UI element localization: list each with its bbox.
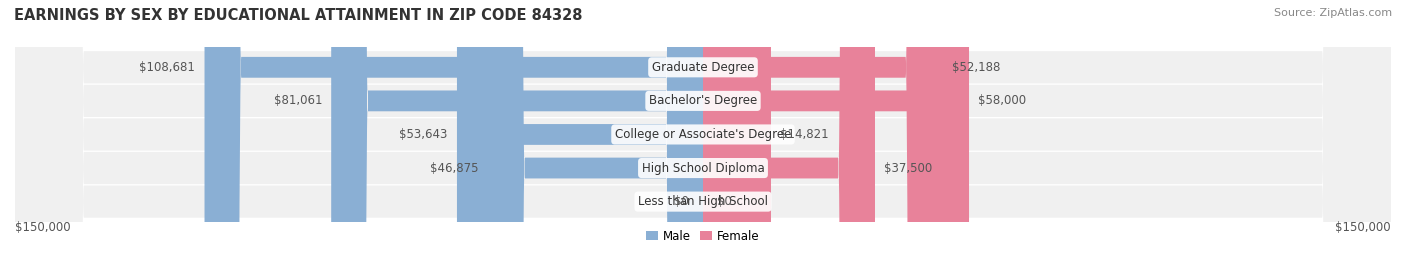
Text: High School Diploma: High School Diploma xyxy=(641,162,765,174)
FancyBboxPatch shape xyxy=(15,0,1391,268)
Text: Less than High School: Less than High School xyxy=(638,195,768,208)
FancyBboxPatch shape xyxy=(15,0,1391,268)
FancyBboxPatch shape xyxy=(703,0,942,268)
Text: $53,643: $53,643 xyxy=(399,128,447,141)
Text: Source: ZipAtlas.com: Source: ZipAtlas.com xyxy=(1274,8,1392,18)
FancyBboxPatch shape xyxy=(457,0,703,268)
FancyBboxPatch shape xyxy=(15,0,1391,268)
Text: $52,188: $52,188 xyxy=(952,61,1000,74)
Text: $81,061: $81,061 xyxy=(274,94,322,107)
Text: $14,821: $14,821 xyxy=(780,128,828,141)
Text: College or Associate's Degree: College or Associate's Degree xyxy=(614,128,792,141)
Text: $150,000: $150,000 xyxy=(15,221,70,234)
Text: Bachelor's Degree: Bachelor's Degree xyxy=(650,94,756,107)
Text: Graduate Degree: Graduate Degree xyxy=(652,61,754,74)
Text: $46,875: $46,875 xyxy=(430,162,479,174)
FancyBboxPatch shape xyxy=(15,0,1391,268)
Text: $58,000: $58,000 xyxy=(979,94,1026,107)
FancyBboxPatch shape xyxy=(332,0,703,268)
Legend: Male, Female: Male, Female xyxy=(641,225,765,247)
FancyBboxPatch shape xyxy=(703,0,875,268)
Text: EARNINGS BY SEX BY EDUCATIONAL ATTAINMENT IN ZIP CODE 84328: EARNINGS BY SEX BY EDUCATIONAL ATTAINMEN… xyxy=(14,8,582,23)
FancyBboxPatch shape xyxy=(15,0,1391,268)
FancyBboxPatch shape xyxy=(488,0,703,268)
FancyBboxPatch shape xyxy=(703,0,770,268)
Text: $150,000: $150,000 xyxy=(1336,221,1391,234)
Text: $0: $0 xyxy=(675,195,689,208)
Text: $0: $0 xyxy=(717,195,731,208)
FancyBboxPatch shape xyxy=(703,0,969,268)
Text: $108,681: $108,681 xyxy=(139,61,195,74)
FancyBboxPatch shape xyxy=(204,0,703,268)
Text: $37,500: $37,500 xyxy=(884,162,932,174)
